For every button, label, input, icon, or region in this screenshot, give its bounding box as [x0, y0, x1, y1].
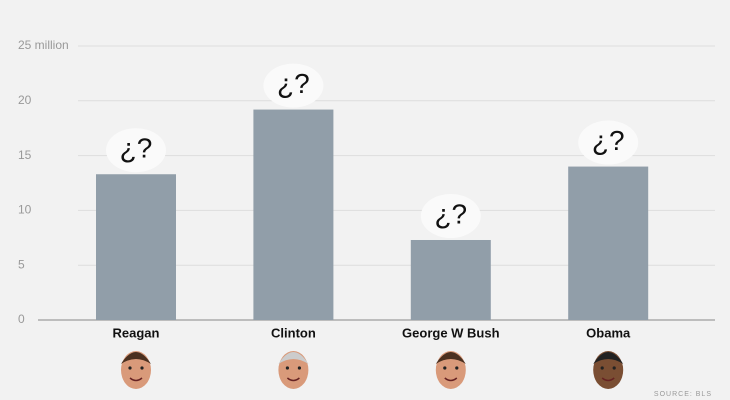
mouth — [444, 377, 458, 382]
label-bubble — [106, 128, 166, 173]
hair — [121, 352, 151, 364]
y-tick-label: 15 — [18, 148, 32, 162]
eye — [600, 366, 604, 370]
x-tick-label: George W Bush — [402, 325, 500, 340]
mouth — [286, 377, 300, 382]
bar — [96, 174, 176, 320]
eye — [455, 366, 459, 370]
label-bubble — [578, 120, 639, 165]
annotation: ¿? — [277, 68, 310, 99]
face-icon — [593, 351, 624, 389]
mouth — [129, 377, 143, 382]
annotation: ¿? — [434, 198, 467, 229]
eye — [443, 366, 447, 370]
eye — [140, 366, 144, 370]
eye — [297, 366, 301, 370]
annotation: ¿? — [592, 125, 625, 156]
face — [435, 351, 466, 389]
hair — [593, 352, 624, 364]
eye — [128, 366, 132, 370]
label-bubble — [263, 63, 324, 108]
y-tick-label: 5 — [18, 257, 25, 271]
y-tick-label: 25 million — [18, 38, 69, 52]
y-tick-label: 10 — [18, 203, 32, 217]
eye — [612, 366, 616, 370]
hair — [278, 352, 309, 364]
face — [593, 351, 624, 389]
bar — [568, 166, 649, 320]
bar — [253, 109, 334, 321]
face-icon — [121, 351, 151, 389]
x-tick-label: Obama — [586, 325, 631, 340]
source: SOURCE: BLS — [654, 391, 712, 398]
eye — [285, 366, 289, 370]
face — [278, 351, 309, 389]
annotation: ¿? — [120, 133, 153, 164]
y-tick-label: 20 — [18, 93, 32, 107]
bar — [410, 239, 491, 320]
label-bubble — [420, 193, 481, 238]
mouth — [601, 377, 615, 382]
hair — [435, 352, 466, 364]
face-icon — [278, 351, 309, 389]
x-tick-label: Reagan — [113, 325, 160, 340]
x-tick-label: Clinton — [271, 325, 316, 340]
face — [121, 351, 151, 389]
face-icon — [435, 351, 466, 389]
y-tick-label: 0 — [18, 312, 25, 326]
